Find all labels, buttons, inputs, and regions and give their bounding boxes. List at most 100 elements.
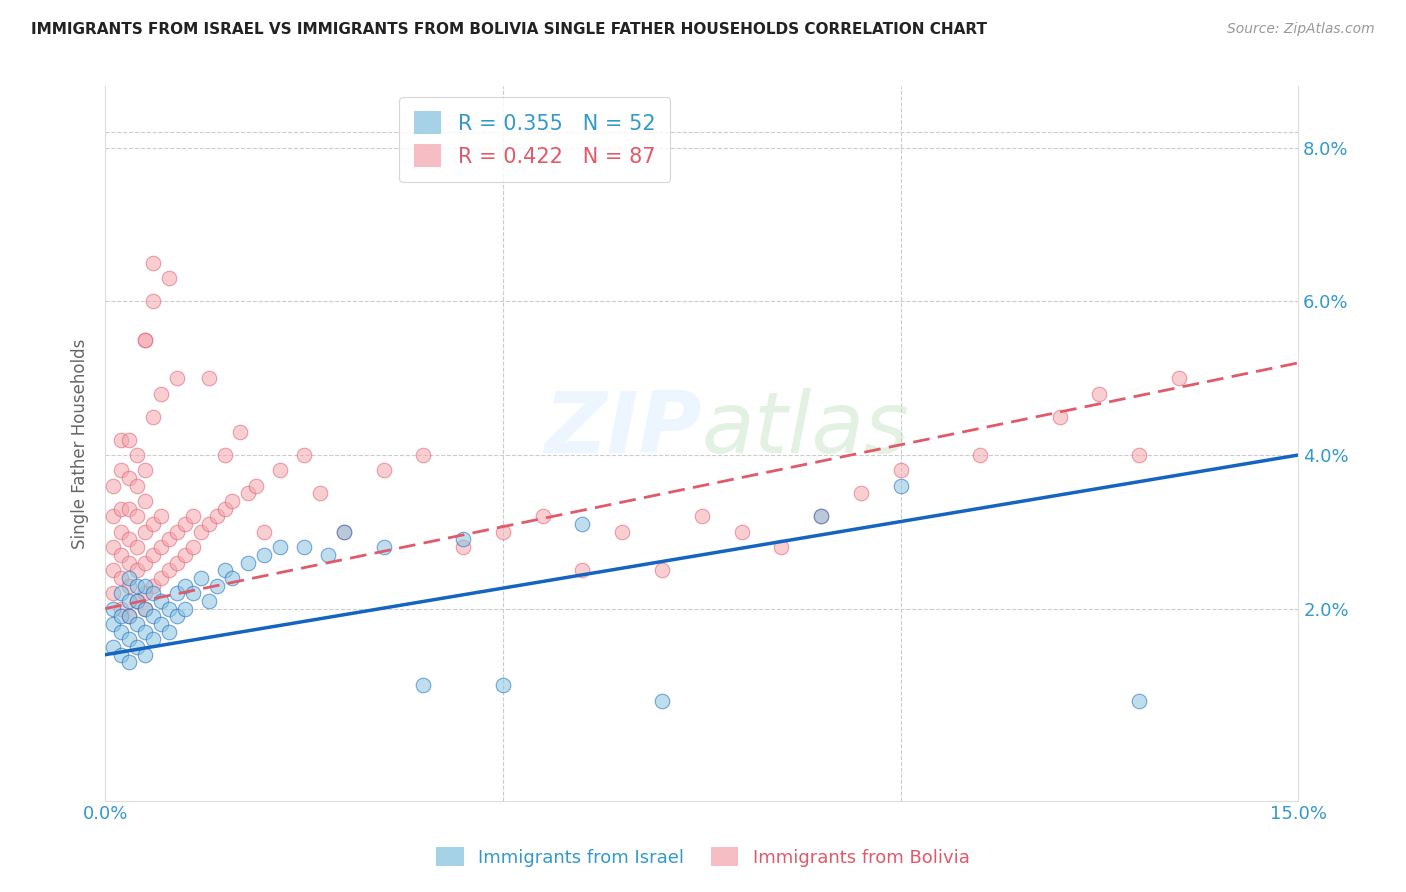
Point [101,617,124,632]
Point [142,586,165,600]
Point [142,548,165,562]
Point [173,578,195,592]
Point [118,609,141,624]
Point [1168,371,1191,385]
Point [134,586,156,600]
Point [181,586,204,600]
Point [333,524,356,539]
Point [134,601,156,615]
Point [110,648,132,662]
Point [134,333,156,347]
Point [125,448,148,462]
Point [118,578,141,592]
Point [125,563,148,577]
Point [269,540,291,554]
Point [166,524,188,539]
Point [110,624,132,639]
Point [110,601,132,615]
Point [125,617,148,632]
Point [197,517,219,532]
Point [142,578,165,592]
Text: IMMIGRANTS FROM ISRAEL VS IMMIGRANTS FROM BOLIVIA SINGLE FATHER HOUSEHOLDS CORRE: IMMIGRANTS FROM ISRAEL VS IMMIGRANTS FRO… [31,22,987,37]
Point [118,609,141,624]
Point [101,540,124,554]
Point [612,524,634,539]
Point [149,571,172,585]
Point [157,624,180,639]
Point [173,548,195,562]
Point [166,609,188,624]
Point [492,678,515,692]
Point [110,548,132,562]
Point [412,678,434,692]
Point [166,371,188,385]
Point [810,509,832,524]
Point [229,425,252,439]
Point [101,563,124,577]
Point [110,609,132,624]
Point [810,509,832,524]
Point [214,563,236,577]
Point [157,533,180,547]
Point [221,571,243,585]
Point [125,594,148,608]
Point [134,524,156,539]
Point [292,540,315,554]
Point [118,556,141,570]
Legend: Immigrants from Israel, Immigrants from Bolivia: Immigrants from Israel, Immigrants from … [427,838,979,876]
Point [134,601,156,615]
Point [890,463,912,477]
Point [253,548,276,562]
Point [309,486,332,500]
Point [238,486,260,500]
Point [849,486,872,500]
Point [651,694,673,708]
Point [118,632,141,647]
Point [142,256,165,270]
Point [101,586,124,600]
Point [101,601,124,615]
Point [134,463,156,477]
Point [118,501,141,516]
Point [205,578,228,592]
Point [118,571,141,585]
Point [157,563,180,577]
Point [531,509,554,524]
Point [197,594,219,608]
Y-axis label: Single Father Households: Single Father Households [72,338,89,549]
Point [166,556,188,570]
Point [125,578,148,592]
Point [118,533,141,547]
Point [197,371,219,385]
Point [125,479,148,493]
Point [214,501,236,516]
Point [157,271,180,285]
Point [214,448,236,462]
Point [110,501,132,516]
Point [142,409,165,424]
Point [142,632,165,647]
Point [149,617,172,632]
Point [125,594,148,608]
Point [492,524,515,539]
Point [101,479,124,493]
Point [149,509,172,524]
Point [118,433,141,447]
Point [110,586,132,600]
Point [134,624,156,639]
Point [221,494,243,508]
Point [253,524,276,539]
Point [149,594,172,608]
Point [412,448,434,462]
Point [110,463,132,477]
Point [134,556,156,570]
Point [125,640,148,654]
Point [110,524,132,539]
Point [292,448,315,462]
Point [1128,694,1150,708]
Point [142,517,165,532]
Point [1128,448,1150,462]
Text: ZIP: ZIP [544,388,702,471]
Point [118,594,141,608]
Point [245,479,267,493]
